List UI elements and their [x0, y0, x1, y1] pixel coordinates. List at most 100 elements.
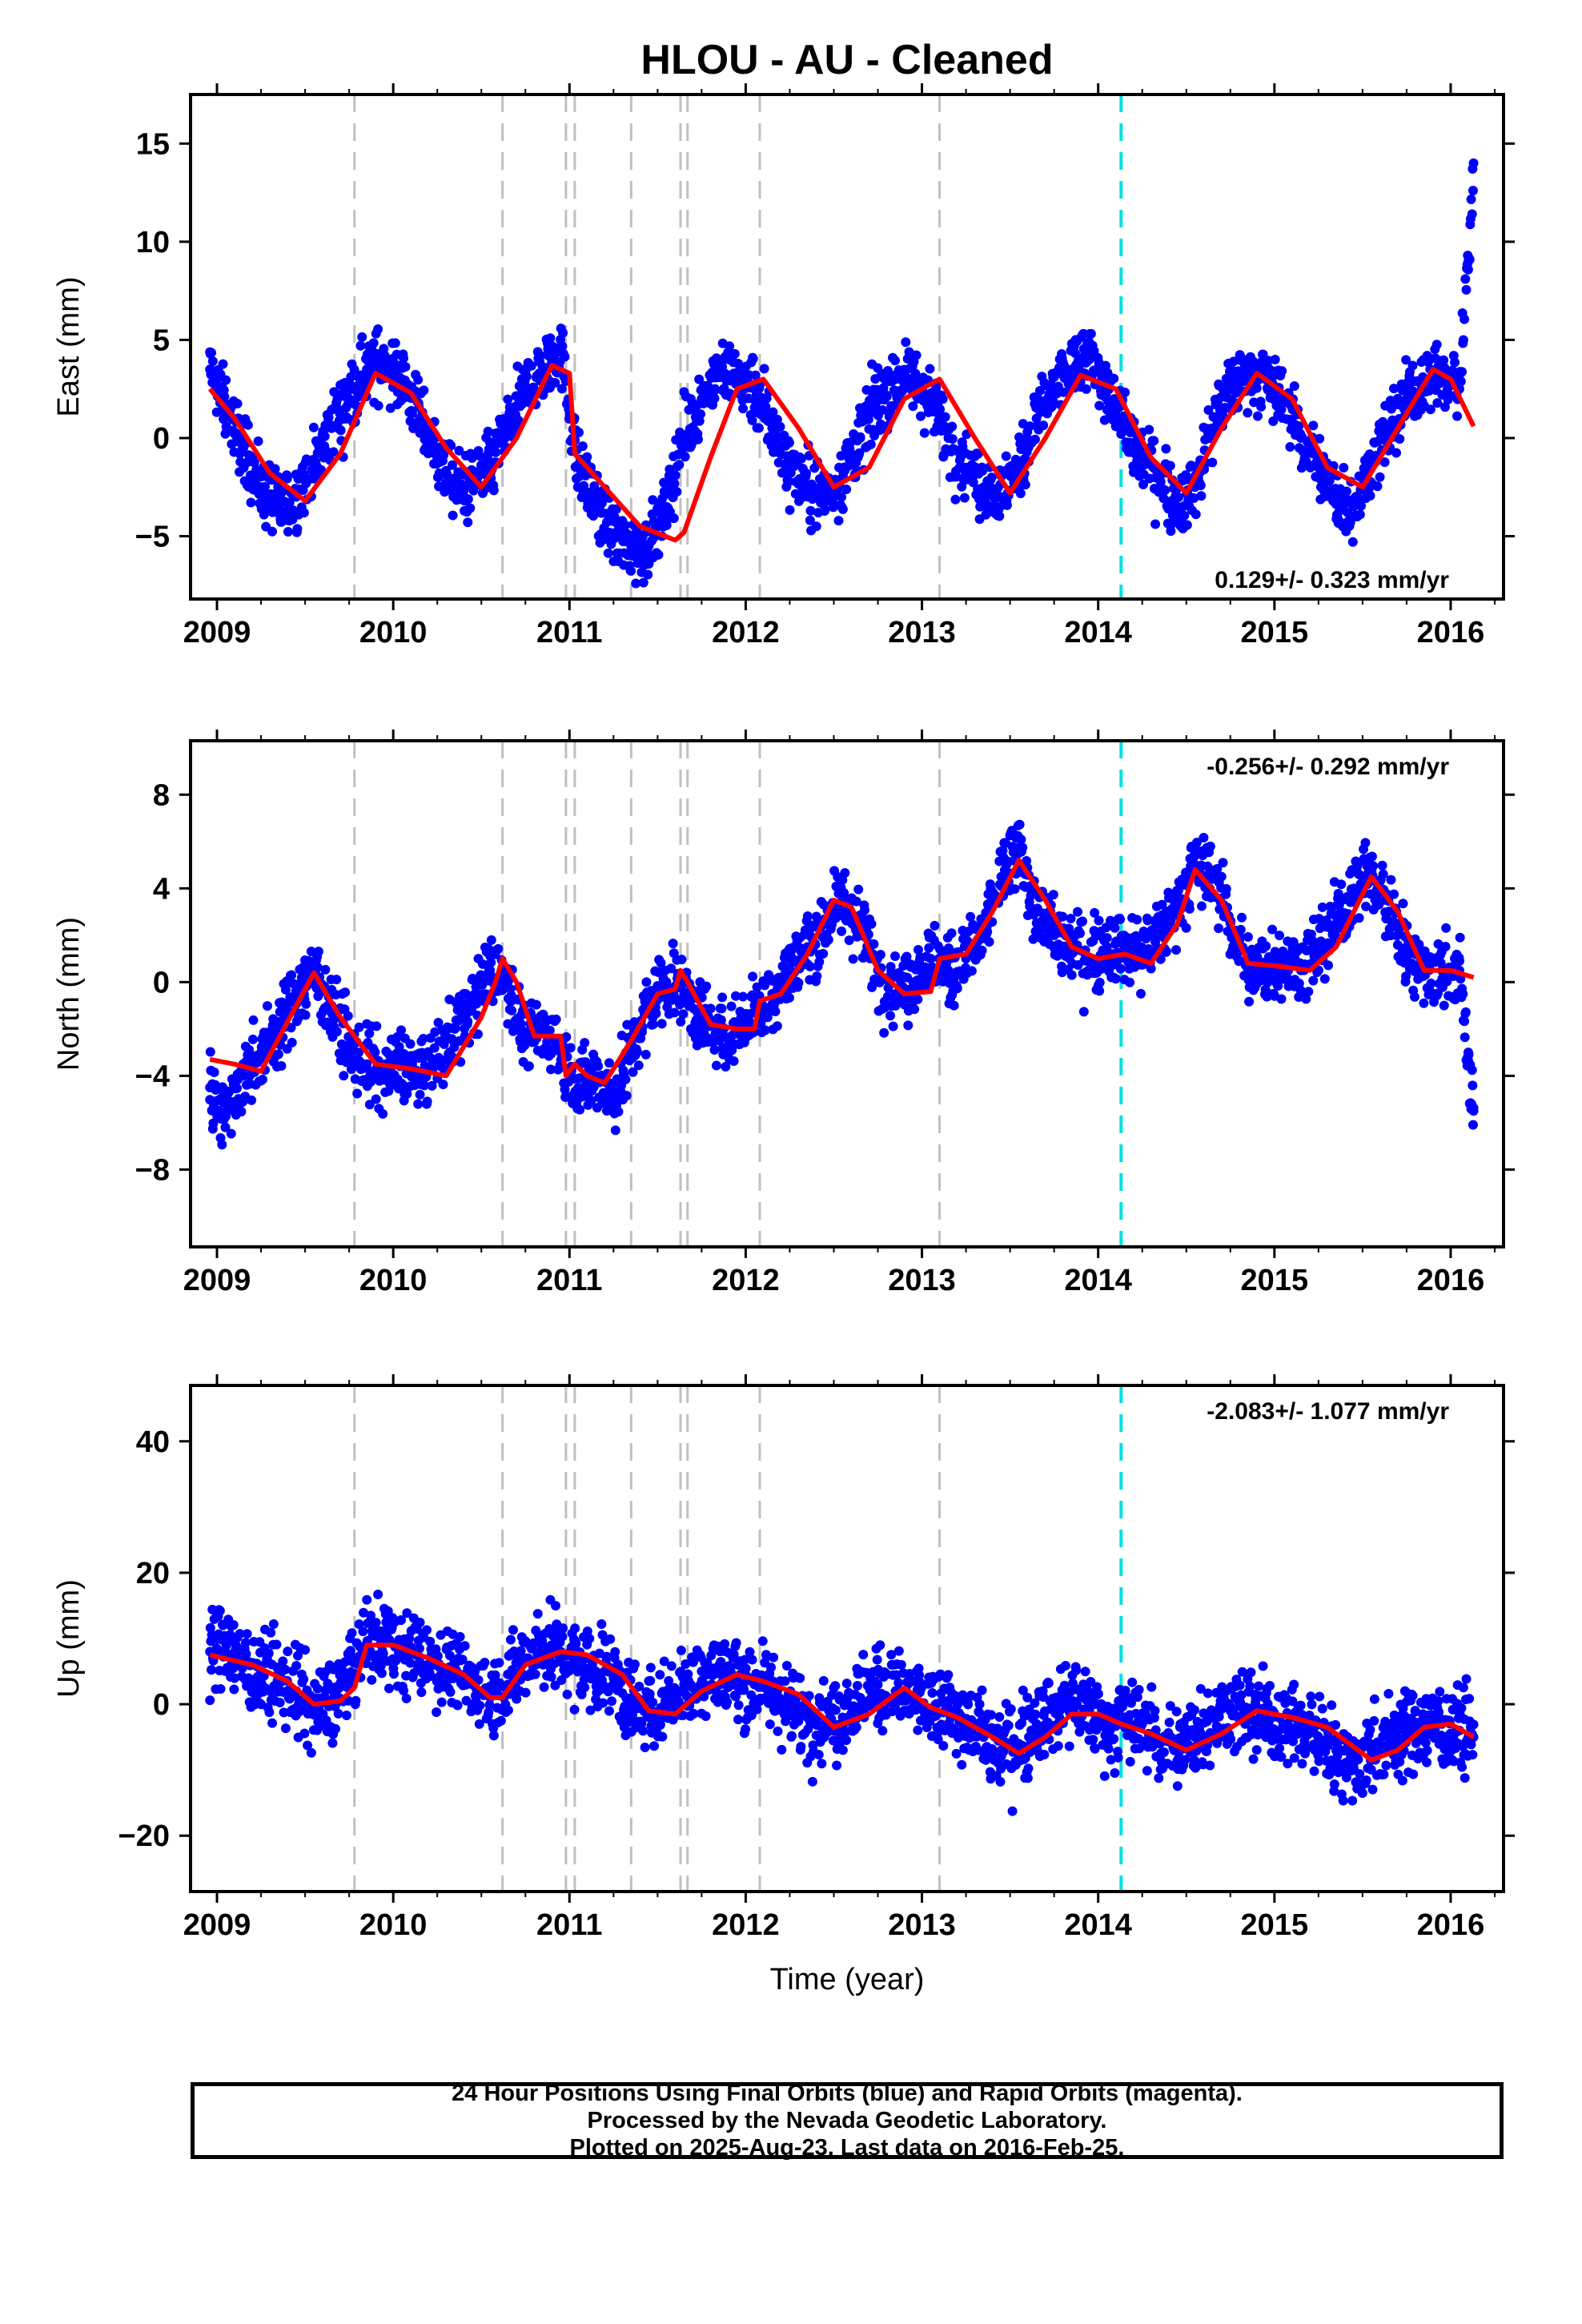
- data-point: [818, 948, 829, 959]
- data-point: [1375, 472, 1385, 482]
- data-point: [215, 1684, 226, 1695]
- data-point: [643, 569, 653, 580]
- data-point: [984, 937, 994, 947]
- data-point: [463, 517, 473, 528]
- data-point: [1336, 879, 1347, 890]
- data-point: [1125, 977, 1135, 987]
- data-point: [1191, 509, 1201, 520]
- data-point: [1086, 328, 1096, 339]
- data-point: [364, 1028, 375, 1039]
- data-point: [1094, 986, 1105, 996]
- data-point: [379, 351, 390, 361]
- data-point: [1303, 987, 1314, 997]
- data-point: [1235, 924, 1246, 935]
- data-point: [270, 464, 280, 474]
- data-point: [557, 341, 568, 352]
- data-point: [823, 935, 833, 945]
- data-point: [1450, 357, 1460, 368]
- data-point: [805, 961, 815, 971]
- data-point: [695, 409, 705, 420]
- data-point: [632, 1047, 642, 1057]
- data-point: [433, 1018, 444, 1028]
- data-point: [296, 1703, 307, 1713]
- data-point: [521, 372, 532, 382]
- data-point: [701, 981, 712, 991]
- data-point: [631, 578, 641, 589]
- data-point: [1319, 974, 1330, 984]
- data-point: [493, 943, 504, 954]
- data-point: [837, 926, 847, 936]
- data-point: [848, 954, 858, 964]
- data-point: [282, 473, 292, 484]
- data-point: [236, 1107, 247, 1117]
- data-point: [1467, 209, 1477, 219]
- data-point: [1355, 509, 1365, 520]
- data-point: [579, 480, 589, 491]
- data-point: [331, 1027, 342, 1037]
- data-point: [909, 1004, 920, 1015]
- data-point: [264, 1707, 275, 1718]
- data-point: [556, 384, 567, 394]
- data-point: [1275, 931, 1285, 941]
- data-point: [1323, 960, 1334, 971]
- data-point: [383, 1086, 394, 1096]
- data-point: [208, 1118, 219, 1128]
- data-point: [814, 957, 825, 967]
- data-point: [278, 1656, 288, 1667]
- data-point: [1267, 924, 1278, 935]
- data-point: [407, 408, 417, 418]
- plot-area: [205, 1385, 1479, 1892]
- data-point: [299, 1728, 310, 1739]
- data-point: [805, 505, 816, 516]
- data-point: [1078, 916, 1088, 927]
- data-point: [368, 338, 379, 348]
- data-point: [1038, 420, 1049, 431]
- data-point: [747, 415, 757, 425]
- data-point: [1059, 360, 1070, 371]
- data-point: [218, 359, 228, 369]
- data-point: [287, 1037, 297, 1047]
- plot-area: [205, 94, 1479, 599]
- data-point: [1439, 355, 1449, 365]
- data-point: [205, 1695, 215, 1706]
- x-tick-label: 2012: [712, 1264, 780, 1297]
- x-tick-label: 2016: [1417, 616, 1485, 649]
- data-point: [1439, 402, 1450, 412]
- data-point: [243, 420, 253, 430]
- data-point: [1094, 400, 1105, 411]
- data-point: [1460, 1032, 1470, 1043]
- data-point: [1014, 819, 1025, 830]
- data-point: [840, 868, 850, 879]
- data-point: [1102, 933, 1112, 943]
- data-point: [355, 340, 366, 351]
- data-point: [668, 939, 678, 949]
- data-point: [785, 505, 795, 515]
- data-point: [620, 1074, 631, 1084]
- data-point: [491, 447, 501, 457]
- data-point: [292, 1651, 303, 1661]
- data-point: [373, 324, 383, 334]
- data-point: [465, 503, 476, 513]
- data-point: [811, 521, 821, 532]
- data-point: [703, 380, 713, 391]
- data-point: [1161, 444, 1171, 454]
- data-point: [352, 1088, 363, 1099]
- data-point: [677, 979, 688, 990]
- data-point: [430, 1027, 440, 1037]
- data-point: [966, 966, 977, 976]
- data-point: [573, 428, 584, 438]
- data-point: [1138, 479, 1149, 489]
- data-point: [1377, 860, 1387, 870]
- data-point: [793, 978, 804, 988]
- data-point: [506, 990, 516, 1000]
- data-point: [797, 945, 808, 955]
- data-point: [1015, 489, 1026, 499]
- data-point: [467, 452, 477, 463]
- data-point: [1339, 463, 1349, 473]
- data-point: [678, 1009, 689, 1019]
- data-point: [648, 495, 658, 505]
- data-point: [1150, 519, 1161, 529]
- data-point: [292, 524, 303, 534]
- data-point: [1395, 434, 1405, 444]
- data-point: [1401, 971, 1411, 982]
